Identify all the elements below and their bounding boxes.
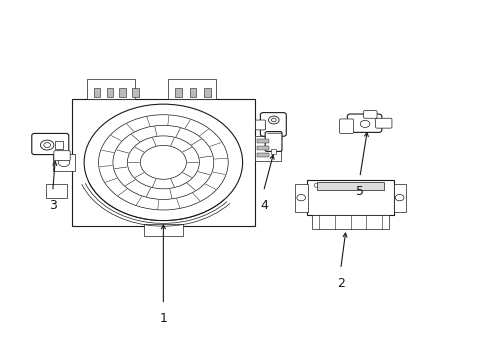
FancyBboxPatch shape	[87, 80, 135, 99]
Bar	[55, 141, 63, 149]
Bar	[204, 88, 211, 97]
FancyBboxPatch shape	[256, 120, 266, 130]
FancyBboxPatch shape	[364, 111, 377, 118]
Circle shape	[113, 125, 214, 199]
FancyBboxPatch shape	[340, 119, 353, 134]
Bar	[120, 88, 126, 97]
Circle shape	[343, 123, 350, 129]
Bar	[271, 149, 276, 154]
Bar	[394, 184, 406, 212]
Bar	[257, 146, 269, 150]
Bar	[257, 153, 269, 157]
Circle shape	[98, 115, 228, 210]
FancyBboxPatch shape	[376, 118, 392, 128]
Circle shape	[84, 104, 243, 221]
Bar	[106, 88, 113, 97]
Text: 5: 5	[356, 185, 364, 198]
Circle shape	[58, 158, 70, 167]
Circle shape	[127, 136, 199, 189]
Bar	[312, 215, 389, 229]
Text: 1: 1	[159, 312, 167, 325]
FancyBboxPatch shape	[265, 132, 282, 152]
Circle shape	[44, 143, 50, 148]
Circle shape	[271, 118, 276, 122]
Circle shape	[297, 194, 305, 201]
FancyBboxPatch shape	[54, 151, 70, 161]
FancyBboxPatch shape	[260, 113, 286, 136]
Text: 3: 3	[49, 199, 57, 212]
Text: 4: 4	[260, 199, 268, 212]
Circle shape	[395, 194, 404, 201]
Bar	[94, 88, 100, 97]
Bar	[175, 88, 182, 97]
FancyBboxPatch shape	[255, 136, 281, 161]
Bar	[317, 182, 384, 190]
Circle shape	[269, 116, 279, 124]
FancyBboxPatch shape	[32, 134, 69, 154]
FancyBboxPatch shape	[347, 114, 382, 132]
Bar	[132, 88, 139, 97]
FancyBboxPatch shape	[46, 184, 67, 198]
Bar	[295, 184, 308, 212]
Circle shape	[41, 140, 54, 150]
Circle shape	[360, 120, 370, 127]
Circle shape	[314, 183, 320, 188]
FancyBboxPatch shape	[72, 99, 255, 226]
Text: 2: 2	[337, 277, 345, 290]
Bar	[190, 88, 196, 97]
Circle shape	[140, 145, 186, 179]
Bar	[257, 139, 269, 143]
Bar	[307, 180, 394, 215]
FancyBboxPatch shape	[53, 153, 74, 171]
FancyBboxPatch shape	[144, 224, 183, 237]
FancyBboxPatch shape	[168, 80, 216, 99]
